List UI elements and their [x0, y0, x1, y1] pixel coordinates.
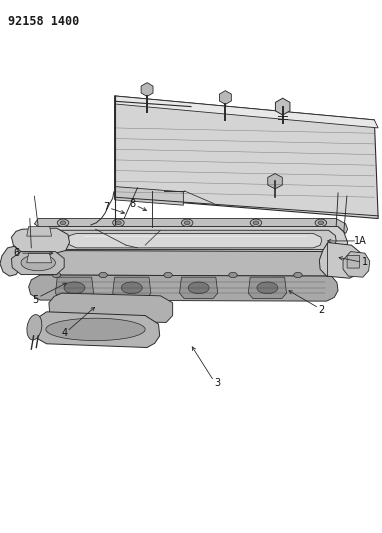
Polygon shape: [32, 312, 160, 348]
Polygon shape: [180, 277, 218, 298]
Ellipse shape: [27, 314, 42, 340]
Ellipse shape: [64, 282, 85, 294]
Ellipse shape: [185, 221, 190, 225]
Polygon shape: [27, 227, 52, 236]
Ellipse shape: [116, 221, 121, 225]
Polygon shape: [67, 233, 322, 248]
Text: 6: 6: [13, 248, 19, 258]
Ellipse shape: [315, 219, 327, 227]
Text: 1A: 1A: [353, 236, 366, 246]
Ellipse shape: [253, 221, 259, 225]
Ellipse shape: [121, 282, 142, 294]
Polygon shape: [115, 187, 183, 205]
Ellipse shape: [164, 272, 172, 278]
Polygon shape: [141, 83, 153, 96]
Text: 5: 5: [32, 295, 38, 304]
Polygon shape: [29, 275, 338, 301]
Polygon shape: [11, 252, 64, 274]
Ellipse shape: [21, 255, 55, 271]
Ellipse shape: [113, 219, 124, 227]
Ellipse shape: [250, 219, 262, 227]
Polygon shape: [115, 96, 378, 219]
Ellipse shape: [52, 272, 61, 278]
Polygon shape: [115, 96, 378, 128]
Polygon shape: [275, 98, 290, 115]
Polygon shape: [27, 253, 52, 263]
Ellipse shape: [318, 221, 324, 225]
Polygon shape: [219, 91, 231, 104]
Ellipse shape: [99, 272, 107, 278]
Ellipse shape: [46, 318, 145, 341]
Polygon shape: [113, 277, 151, 298]
Text: 8: 8: [130, 199, 136, 208]
Text: 4: 4: [61, 328, 67, 338]
Polygon shape: [268, 174, 282, 189]
Polygon shape: [30, 251, 341, 276]
Text: 3: 3: [214, 378, 220, 387]
Polygon shape: [319, 243, 362, 278]
Text: 7: 7: [103, 202, 109, 212]
Ellipse shape: [229, 272, 237, 278]
Ellipse shape: [188, 282, 209, 294]
Polygon shape: [31, 227, 348, 256]
Ellipse shape: [294, 272, 302, 278]
Ellipse shape: [181, 219, 193, 227]
Ellipse shape: [60, 221, 66, 225]
Text: 92158 1400: 92158 1400: [8, 15, 80, 28]
Ellipse shape: [257, 282, 278, 294]
Ellipse shape: [57, 219, 69, 227]
Text: 1: 1: [362, 257, 368, 267]
Polygon shape: [55, 277, 94, 298]
Polygon shape: [34, 219, 348, 233]
Polygon shape: [50, 230, 336, 249]
Polygon shape: [343, 252, 370, 277]
Polygon shape: [49, 293, 173, 322]
Polygon shape: [11, 228, 70, 253]
FancyBboxPatch shape: [347, 255, 359, 268]
Text: 2: 2: [319, 305, 325, 315]
Polygon shape: [0, 246, 22, 276]
Polygon shape: [248, 277, 286, 298]
